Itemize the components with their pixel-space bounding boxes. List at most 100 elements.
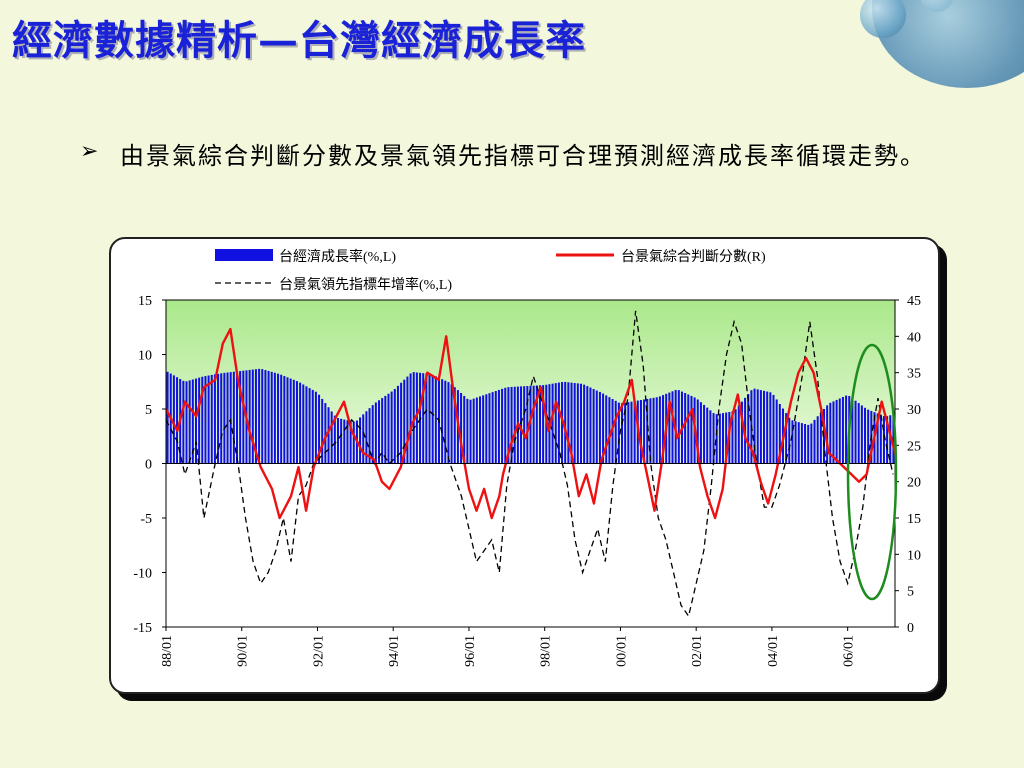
- gdp-bar: [280, 374, 283, 464]
- gdp-bar: [857, 403, 860, 464]
- gdp-bar: [557, 382, 560, 464]
- gdp-bar: [185, 381, 188, 464]
- gdp-bar: [258, 368, 261, 464]
- gdp-bar: [466, 398, 469, 464]
- x-axis-label: 02/01: [690, 635, 705, 667]
- gdp-bar: [229, 372, 232, 464]
- plot-background-lower: [166, 463, 895, 627]
- gdp-bar: [302, 384, 305, 464]
- gdp-bar: [576, 383, 579, 464]
- gdp-bar: [494, 391, 497, 464]
- gdp-bar: [188, 380, 191, 464]
- gdp-bar: [248, 369, 251, 464]
- gdp-bar: [504, 387, 507, 464]
- gdp-bar: [365, 411, 368, 464]
- left-axis-label: 15: [138, 294, 152, 309]
- gdp-bar: [463, 395, 466, 464]
- gdp-bar: [482, 395, 485, 464]
- gdp-bar: [715, 414, 718, 464]
- gdp-bar: [226, 372, 229, 464]
- gdp-bar: [523, 386, 526, 464]
- gdp-bar: [775, 399, 778, 464]
- gdp-bar: [589, 387, 592, 464]
- left-axis-label: -5: [140, 512, 152, 527]
- right-axis-label: 45: [907, 294, 921, 309]
- gdp-bar: [220, 373, 223, 464]
- gdp-bar: [671, 391, 674, 464]
- gdp-bar: [864, 407, 867, 464]
- gdp-bar: [725, 412, 728, 464]
- gdp-bar: [305, 386, 308, 464]
- legend-label-gdp: 台經濟成長率(%,L): [279, 248, 396, 265]
- gdp-bar: [551, 383, 554, 464]
- right-axis-label: 10: [907, 548, 921, 563]
- gdp-bar: [838, 398, 841, 464]
- gdp-bar: [854, 400, 857, 464]
- gdp-bar: [194, 378, 197, 464]
- gdp-bar: [586, 386, 589, 464]
- right-axis-label: 15: [907, 512, 921, 527]
- gdp-bar: [479, 396, 482, 464]
- gdp-bar: [655, 397, 658, 464]
- gdp-bar: [706, 407, 709, 464]
- gdp-bar: [614, 400, 617, 464]
- gdp-bar: [684, 393, 687, 464]
- x-axis-label: 96/01: [463, 635, 478, 667]
- gdp-bar: [270, 371, 273, 464]
- gdp-bar: [314, 391, 317, 464]
- gdp-bar: [295, 381, 298, 464]
- gdp-bar: [819, 412, 822, 464]
- gdp-bar: [374, 402, 377, 464]
- bullet-arrow-icon: ➢: [80, 139, 99, 164]
- gdp-bar: [769, 392, 772, 464]
- gdp-bar: [434, 376, 437, 464]
- chart-legend: 台經濟成長率(%,L) 台景氣綜合判斷分數(R) 台景氣領先指標年增率(%,L): [215, 248, 766, 293]
- gdp-bar: [371, 405, 374, 464]
- gdp-bar: [191, 379, 194, 464]
- gdp-bar: [412, 372, 415, 464]
- gdp-bar: [785, 413, 788, 464]
- gdp-bar: [772, 394, 775, 464]
- gdp-bar: [254, 369, 257, 464]
- gdp-bar: [643, 399, 646, 464]
- gdp-bar: [308, 388, 311, 464]
- gdp-bar: [788, 417, 791, 464]
- gdp-bar: [797, 422, 800, 464]
- gdp-bar: [561, 382, 564, 464]
- gdp-bar: [507, 387, 510, 464]
- gdp-bar: [759, 390, 762, 464]
- gdp-bar: [172, 375, 175, 464]
- gdp-bar: [882, 415, 885, 464]
- right-axis-label: 35: [907, 367, 921, 382]
- gdp-bar: [491, 392, 494, 464]
- gdp-bar: [217, 373, 220, 464]
- gdp-bar: [756, 389, 759, 464]
- gdp-bar: [851, 398, 854, 464]
- gdp-bar: [712, 413, 715, 464]
- gdp-bar: [396, 385, 399, 464]
- gdp-bar: [343, 419, 346, 464]
- gdp-bar: [378, 400, 381, 464]
- gdp-bar: [176, 377, 179, 464]
- gdp-bar: [242, 370, 245, 464]
- gdp-bar: [668, 392, 671, 464]
- gdp-bar: [526, 386, 529, 464]
- gdp-bar: [362, 414, 365, 464]
- right-axis-label: 25: [907, 439, 921, 454]
- gdp-bar: [207, 375, 210, 464]
- gdp-bar: [403, 379, 406, 464]
- highlight-ellipse: [846, 343, 898, 601]
- gdp-bar: [497, 389, 500, 464]
- gdp-bar: [431, 374, 434, 464]
- gdp-bar: [166, 371, 169, 464]
- x-axis-label: 04/01: [766, 635, 781, 667]
- gdp-bar: [718, 413, 721, 464]
- gdp-bar: [415, 372, 418, 464]
- gdp-bar: [368, 408, 371, 464]
- globe-decoration: [794, 0, 1024, 118]
- gdp-bar: [583, 384, 586, 464]
- left-axis-label: 10: [138, 349, 152, 364]
- gdp-bar: [639, 400, 642, 464]
- gdp-bar: [791, 420, 794, 464]
- gdp-bar: [352, 421, 355, 464]
